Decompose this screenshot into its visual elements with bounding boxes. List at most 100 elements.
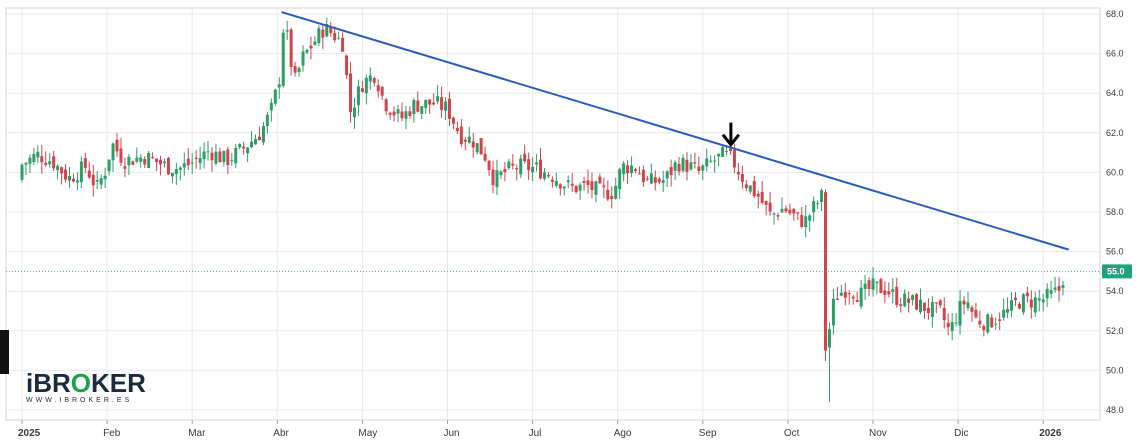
candle-body xyxy=(507,161,511,169)
candle-body xyxy=(792,208,796,214)
candle-body xyxy=(329,27,333,34)
candle-body xyxy=(487,160,491,171)
candle-body xyxy=(174,169,178,175)
candle-body xyxy=(748,185,752,192)
candle-body xyxy=(131,161,135,165)
candle-body xyxy=(744,184,748,189)
candle-body xyxy=(277,84,281,88)
candle-body xyxy=(701,165,705,171)
candle-body xyxy=(79,161,83,183)
candle-body xyxy=(289,29,293,68)
side-panel-tab[interactable] xyxy=(0,330,9,374)
y-tick-label: 68.0 xyxy=(1106,9,1124,19)
y-tick-label: 54.0 xyxy=(1106,286,1124,296)
candle-body xyxy=(75,180,79,183)
candle-body xyxy=(388,112,392,115)
candle-body xyxy=(52,156,56,169)
candle-body xyxy=(610,195,614,199)
candle-body xyxy=(444,101,448,111)
logo-part-2: KER xyxy=(91,368,146,398)
candle-body xyxy=(598,176,602,184)
candle-body xyxy=(155,158,159,163)
candle-body xyxy=(111,143,115,161)
candle-body xyxy=(788,209,792,214)
candle-body xyxy=(527,159,531,171)
candle-body xyxy=(962,300,966,305)
candle-body xyxy=(1006,309,1010,313)
candle-body xyxy=(206,151,210,153)
candle-body xyxy=(772,213,776,215)
candle-body xyxy=(978,320,982,325)
candle-body xyxy=(523,153,527,162)
x-tick-label: Ago xyxy=(614,428,632,439)
candle-body xyxy=(970,307,974,312)
candle-body xyxy=(254,138,258,145)
candle-body xyxy=(756,193,760,197)
candle-body xyxy=(586,180,590,185)
candle-body xyxy=(911,295,915,300)
candle-body xyxy=(60,167,64,174)
candle-body xyxy=(994,323,998,325)
candle-body xyxy=(606,189,610,200)
candle-body xyxy=(729,148,733,152)
candle-body xyxy=(641,169,645,183)
candle-body xyxy=(546,175,550,177)
candle-body xyxy=(839,292,843,296)
candle-body xyxy=(637,173,641,175)
candle-body xyxy=(139,157,143,162)
candle-body xyxy=(24,162,28,165)
candle-body xyxy=(436,96,440,102)
candle-body xyxy=(1053,287,1057,290)
candle-body xyxy=(333,32,337,41)
candle-body xyxy=(776,215,780,217)
candle-body xyxy=(396,109,400,114)
candle-body xyxy=(475,143,479,153)
candle-body xyxy=(982,326,986,331)
candle-body xyxy=(1033,297,1037,313)
candle-body xyxy=(705,158,709,167)
candle-body xyxy=(831,298,835,326)
candle-body xyxy=(64,169,68,180)
candle-body xyxy=(554,180,558,186)
candle-body xyxy=(602,185,606,188)
candle-body xyxy=(653,177,657,183)
logo-part-1: iBR xyxy=(26,368,71,398)
candle-body xyxy=(669,167,673,176)
candle-body xyxy=(630,165,634,174)
candle-body xyxy=(736,171,740,175)
candle-body xyxy=(645,178,649,180)
y-tick-label: 64.0 xyxy=(1106,88,1124,98)
candle-body xyxy=(697,166,701,171)
candle-body xyxy=(661,180,665,184)
y-tick-label: 56.0 xyxy=(1106,247,1124,257)
candle-body xyxy=(202,151,206,160)
candle-body xyxy=(1049,290,1053,294)
candle-body xyxy=(966,302,970,309)
candle-body xyxy=(345,55,349,76)
candle-body xyxy=(321,29,325,38)
candle-body xyxy=(28,157,32,164)
candle-body xyxy=(784,208,788,212)
candle-body xyxy=(360,88,364,92)
candle-body xyxy=(238,144,242,148)
candle-body xyxy=(1021,294,1025,313)
candle-body xyxy=(107,159,111,172)
candlestick-series xyxy=(20,17,1065,403)
candle-body xyxy=(337,37,341,39)
candle-body xyxy=(626,165,630,174)
candle-body xyxy=(899,304,903,306)
candle-body xyxy=(44,162,48,165)
candle-body xyxy=(693,162,697,164)
candle-body xyxy=(1025,292,1029,297)
candle-body xyxy=(20,164,24,180)
ibroker-logo: iBROKER WWW.IBROKER.ES xyxy=(26,370,146,404)
candle-body xyxy=(1057,286,1061,291)
candle-body xyxy=(222,150,226,163)
candle-body xyxy=(566,180,570,183)
candle-body xyxy=(234,148,238,164)
candle-body xyxy=(459,126,463,145)
candle-body xyxy=(926,307,930,314)
candle-body xyxy=(622,163,626,175)
candle-body xyxy=(535,162,539,165)
candle-body xyxy=(558,184,562,189)
